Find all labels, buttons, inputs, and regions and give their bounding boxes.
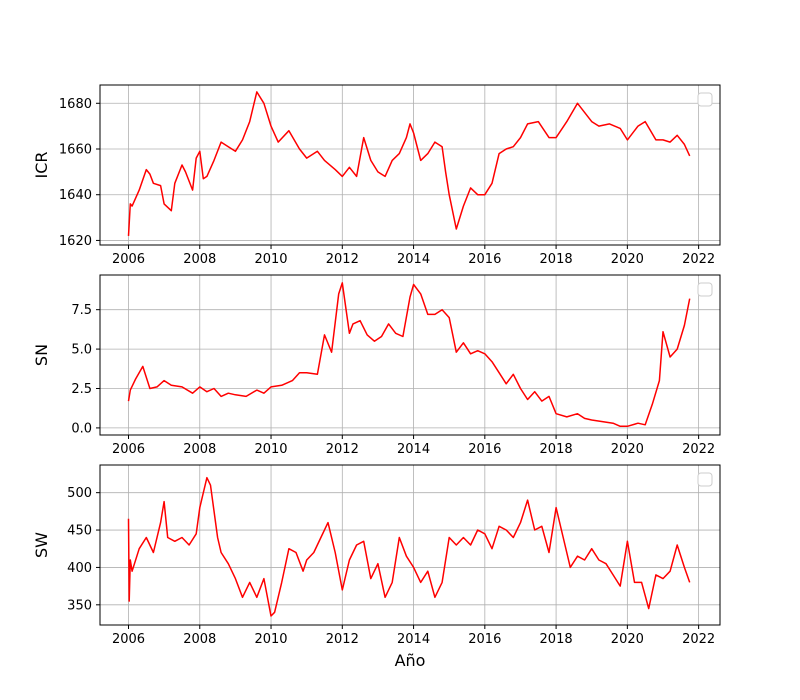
x-tick-label: 2020	[611, 442, 644, 457]
x-tick-label: 2022	[682, 252, 715, 267]
y-axis-label: SW	[32, 532, 51, 558]
y-tick-label: 0.0	[71, 421, 92, 436]
y-tick-label: 7.5	[71, 303, 92, 318]
y-axis-label: ICR	[32, 151, 51, 178]
panel-sn: 2006 2008 2010 2012 2014 2016 2018 2020 2022 0.0 2…	[32, 274, 721, 457]
y-tick-label: 2.5	[71, 382, 92, 397]
x-tick-label: 2012	[326, 442, 359, 457]
series-line-icr	[127, 91, 691, 236]
x-tick-label: 2018	[540, 442, 573, 457]
x-tick-label: 2008	[183, 252, 216, 267]
x-tick-label: 2014	[397, 632, 430, 647]
x-tick-label: 2010	[254, 632, 287, 647]
x-axis-label: Año	[395, 651, 426, 670]
x-tick-label: 2018	[540, 632, 573, 647]
y-axis-label: SN	[32, 344, 51, 366]
y-tick-label: 350	[67, 598, 92, 613]
x-tick-label: 2012	[326, 632, 359, 647]
x-tick-label: 2016	[468, 632, 501, 647]
y-tick-label: 500	[67, 486, 92, 501]
series-line-sw	[127, 476, 691, 617]
legend-box	[697, 472, 713, 487]
y-tick-label: 1680	[59, 97, 92, 112]
legend-box	[697, 282, 713, 297]
x-tick-label: 2010	[254, 252, 287, 267]
x-tick-label: 2018	[540, 252, 573, 267]
y-tick-label: 1620	[59, 234, 92, 249]
y-tick-label: 450	[67, 524, 92, 539]
x-tick-label: 2010	[254, 442, 287, 457]
panel-icr: 2006 2008 2010 2012 2014 2016 2018 2020 2022 1620…	[32, 84, 721, 267]
axes-frame	[99, 274, 721, 436]
x-tick-label: 2014	[397, 442, 430, 457]
x-tick-label: 2022	[682, 442, 715, 457]
y-tick-label: 1640	[59, 188, 92, 203]
grid	[100, 85, 720, 245]
x-tick-label: 2020	[611, 632, 644, 647]
legend-box	[697, 92, 713, 107]
x-tick-label: 2016	[468, 252, 501, 267]
x-tick-label: 2016	[468, 442, 501, 457]
x-tick-label: 2008	[183, 442, 216, 457]
x-tick-label: 2006	[112, 252, 145, 267]
x-tick-label: 2008	[183, 632, 216, 647]
x-tick-label: 2020	[611, 252, 644, 267]
x-tick-label: 2022	[682, 632, 715, 647]
subplots: 2006 2008 2010 2012 2014 2016 2018 2020 2022 1620…	[32, 84, 721, 647]
series-line-sn	[127, 282, 691, 428]
axes-frame	[99, 84, 721, 246]
x-tick-label: 2012	[326, 252, 359, 267]
y-tick-label: 400	[67, 561, 92, 576]
panel-sw: 2006 2008 2010 2012 2014 2016 2018 2020 2022 350 4…	[32, 464, 721, 647]
x-tick-label: 2006	[112, 632, 145, 647]
x-tick-label: 2006	[112, 442, 145, 457]
y-tick-label: 1660	[59, 143, 92, 158]
x-tick-label: 2014	[397, 252, 430, 267]
y-tick-label: 5.0	[71, 343, 92, 358]
axes-frame	[99, 464, 721, 626]
